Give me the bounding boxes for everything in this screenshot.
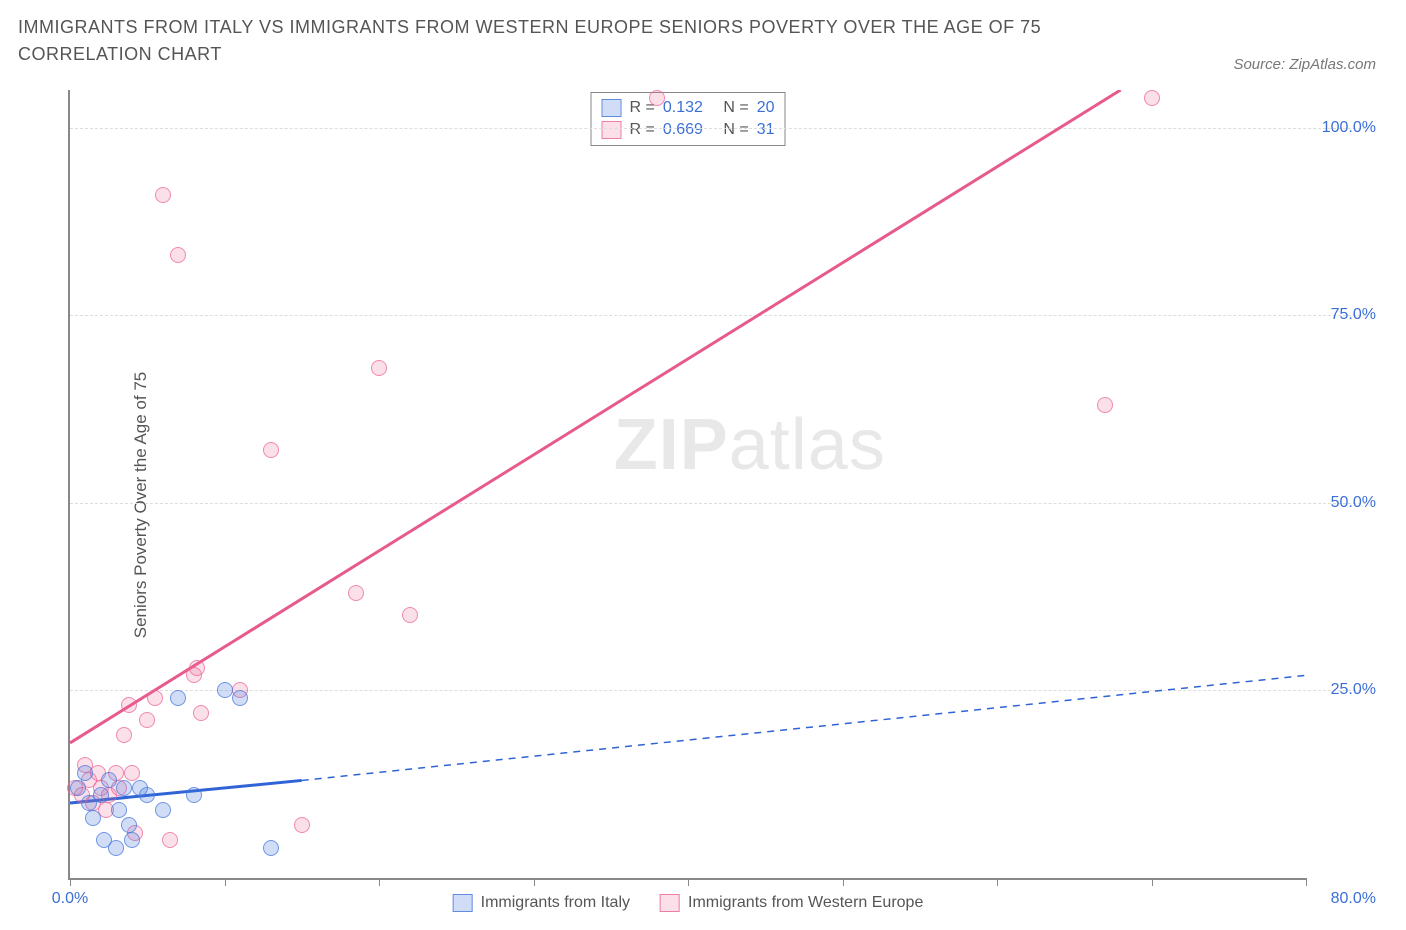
stat-legend-row-italy: R = 0.132 N = 20 <box>602 97 775 119</box>
data-point-italy <box>70 780 86 796</box>
swatch-icon <box>453 894 473 912</box>
grid-line <box>70 315 1366 316</box>
data-point-western_europe <box>147 690 163 706</box>
x-tick <box>70 878 71 886</box>
grid-line <box>70 690 1366 691</box>
data-point-italy <box>217 682 233 698</box>
x-tick <box>1152 878 1153 886</box>
data-point-western_europe <box>139 712 155 728</box>
source-label: Source: ZipAtlas.com <box>1233 56 1376 73</box>
x-tick <box>534 878 535 886</box>
grid-line <box>70 503 1366 504</box>
x-tick <box>225 878 226 886</box>
chart-title: IMMIGRANTS FROM ITALY VS IMMIGRANTS FROM… <box>18 14 1118 68</box>
y-tick-label: 75.0% <box>1316 306 1376 324</box>
data-point-italy <box>232 690 248 706</box>
data-point-italy <box>111 802 127 818</box>
swatch-icon <box>602 121 622 139</box>
series-legend-italy: Immigrants from Italy <box>453 894 630 912</box>
data-point-western_europe <box>1144 90 1160 106</box>
stat-legend: R = 0.132 N = 20 R = 0.669 N = 31 <box>591 92 786 146</box>
x-tick-label: 80.0% <box>1316 890 1376 908</box>
data-point-western_europe <box>371 360 387 376</box>
x-tick-label: 0.0% <box>52 890 88 908</box>
x-tick <box>843 878 844 886</box>
data-point-italy <box>101 772 117 788</box>
data-point-western_europe <box>124 765 140 781</box>
trend-lines <box>70 90 1306 878</box>
chart-container: Seniors Poverty Over the Age of 75 ZIPat… <box>18 90 1386 920</box>
data-point-italy <box>77 765 93 781</box>
data-point-western_europe <box>121 697 137 713</box>
series-legend-we: Immigrants from Western Europe <box>660 894 923 912</box>
grid-line <box>70 128 1366 129</box>
data-point-italy <box>155 802 171 818</box>
data-point-western_europe <box>155 187 171 203</box>
data-point-western_europe <box>189 660 205 676</box>
data-point-western_europe <box>263 442 279 458</box>
data-point-western_europe <box>162 832 178 848</box>
data-point-italy <box>124 832 140 848</box>
data-point-italy <box>116 780 132 796</box>
data-point-western_europe <box>649 90 665 106</box>
watermark: ZIPatlas <box>614 404 886 486</box>
swatch-icon <box>660 894 680 912</box>
x-tick <box>688 878 689 886</box>
data-point-western_europe <box>193 705 209 721</box>
data-point-western_europe <box>170 247 186 263</box>
series-legend: Immigrants from Italy Immigrants from We… <box>453 894 924 912</box>
x-tick <box>1306 878 1307 886</box>
data-point-italy <box>263 840 279 856</box>
y-tick-label: 50.0% <box>1316 494 1376 512</box>
stat-legend-row-we: R = 0.669 N = 31 <box>602 119 775 141</box>
data-point-italy <box>93 787 109 803</box>
x-tick <box>997 878 998 886</box>
data-point-italy <box>121 817 137 833</box>
swatch-icon <box>602 99 622 117</box>
data-point-western_europe <box>348 585 364 601</box>
data-point-italy <box>108 840 124 856</box>
data-point-italy <box>170 690 186 706</box>
y-tick-label: 100.0% <box>1316 119 1376 137</box>
plot-area: ZIPatlas R = 0.132 N = 20 R = 0.669 N = … <box>68 90 1306 880</box>
data-point-western_europe <box>294 817 310 833</box>
y-tick-label: 25.0% <box>1316 681 1376 699</box>
data-point-western_europe <box>1097 397 1113 413</box>
data-point-italy <box>85 810 101 826</box>
x-tick <box>379 878 380 886</box>
data-point-western_europe <box>402 607 418 623</box>
data-point-western_europe <box>116 727 132 743</box>
data-point-italy <box>139 787 155 803</box>
data-point-italy <box>186 787 202 803</box>
